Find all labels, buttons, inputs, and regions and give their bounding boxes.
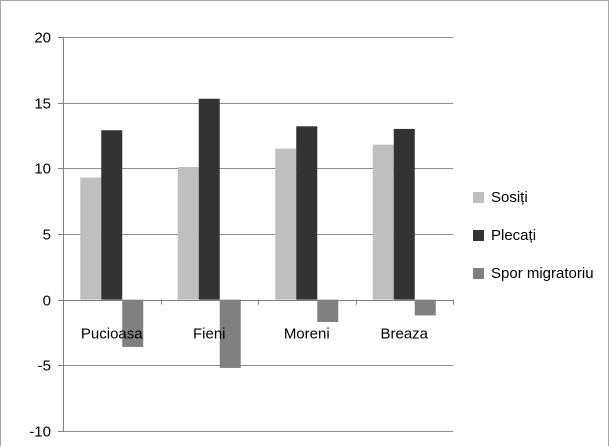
x-tick-label: Breaza [380,326,428,343]
bar [101,130,123,300]
legend-label: Plecați [491,227,536,244]
x-tick-label: Fieni [193,326,226,343]
y-tick-label: 15 [34,96,51,113]
y-tick-label: 20 [34,30,51,47]
bars [80,98,436,368]
bar [122,299,144,347]
y-tick-label: -10 [29,424,51,441]
legend: Sosiți Plecați Spor migratoriu [473,189,594,282]
bar [177,167,199,300]
bar [317,299,339,322]
y-tick-labels: 20 15 10 5 0 -5 -10 [29,30,51,441]
bar [275,148,297,300]
x-tick-labels: Pucioasa Fieni Moreni Breaza [81,326,429,343]
y-tick-label: 5 [43,227,51,244]
y-tick-label: -5 [38,358,51,375]
y-tick-label: 0 [43,293,51,310]
legend-label: Spor migratoriu [491,265,594,282]
x-tick-label: Pucioasa [81,326,143,343]
bar [296,126,318,300]
bar [198,98,220,300]
legend-swatch [473,268,484,279]
x-tick-label: Moreni [284,326,330,343]
y-tick-label: 10 [34,161,51,178]
bar [372,144,394,300]
bar [414,299,436,316]
legend-label: Sosiți [491,189,528,206]
bar [80,177,102,300]
bar [393,128,415,300]
legend-swatch [473,230,484,241]
legend-swatch [473,192,484,203]
axes [58,37,454,432]
bar [219,299,241,368]
